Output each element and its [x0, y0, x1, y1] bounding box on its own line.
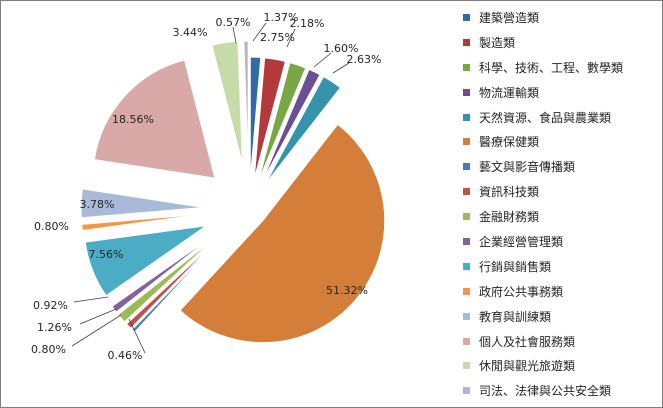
- legend-item-15: 休閒與觀光旅遊類: [463, 353, 659, 378]
- leader-line-7: [128, 318, 146, 354]
- legend-label-4: 物流運輸類: [479, 85, 540, 100]
- leader-line-16: [232, 26, 237, 44]
- legend-label-1: 建築營造類: [479, 10, 540, 25]
- slice-14: [93, 59, 216, 179]
- data-label-15: 3.44%: [173, 26, 208, 39]
- legend-swatch-15: [463, 362, 470, 370]
- legend-swatch-9: [463, 213, 470, 221]
- data-label-7: 0.46%: [108, 349, 143, 362]
- legend-item-3: 科學、技術、工程、數學類: [463, 55, 659, 80]
- slice-6: [179, 123, 386, 344]
- slice-12: [81, 213, 204, 232]
- data-label-16: 0.57%: [216, 16, 251, 29]
- slice-15: [211, 41, 243, 164]
- data-label-6: 51.32%: [326, 284, 368, 297]
- legend-label-14: 個人及社會服務類: [479, 334, 576, 349]
- legend-swatch-1: [463, 13, 470, 21]
- data-label-11: 7.56%: [89, 248, 124, 261]
- slice-10: [111, 236, 213, 313]
- slice-5: [264, 75, 342, 185]
- leader-line-5: [332, 62, 350, 74]
- legend-swatch-6: [463, 138, 470, 146]
- leader-line-3: [286, 28, 296, 48]
- leader-line-4: [313, 52, 332, 68]
- slice-11: [84, 225, 207, 297]
- data-label-2: 2.75%: [260, 31, 295, 44]
- legend-label-8: 資訊科技類: [479, 185, 540, 200]
- legend-swatch-10: [463, 237, 470, 245]
- slice-1: [249, 56, 262, 180]
- legend-swatch-3: [463, 63, 470, 71]
- slice-16: [243, 40, 249, 164]
- data-label-8: 0.80%: [31, 343, 66, 356]
- legend: 建築營造類製造類科學、技術、工程、數學類 物流運輸類天然資源、食品與農業類 醫療保健…: [463, 5, 659, 403]
- data-label-9: 1.26%: [37, 321, 72, 334]
- legend-item-11: 行銷與銷售類: [463, 254, 659, 279]
- legend-label-13: 教育與訓練類: [479, 309, 552, 324]
- data-label-4: 1.60%: [324, 42, 359, 55]
- legend-item-14: 個人及社會服務類: [463, 329, 659, 354]
- legend-label-16: 司法、法律與公共安全類: [479, 384, 612, 399]
- legend-label-7: 藝文與影音傳播類: [479, 160, 576, 175]
- leader-line-8: [71, 314, 122, 347]
- legend-label-11: 行銷與銷售類: [479, 259, 552, 274]
- legend-swatch-8: [463, 188, 470, 196]
- legend-item-13: 教育與訓練類: [463, 304, 659, 329]
- data-label-1: 1.37%: [264, 11, 299, 24]
- legend-item-4: 物流運輸類: [463, 80, 659, 105]
- data-label-13: 3.78%: [80, 198, 115, 211]
- legend-label-2: 製造類: [479, 35, 516, 50]
- legend-swatch-16: [463, 387, 470, 395]
- legend-item-8: 資訊科技類: [463, 179, 659, 204]
- legend-label-9: 金融財務類: [479, 210, 540, 225]
- leader-line-10: [73, 296, 109, 303]
- legend-item-12: 政府公共事務類: [463, 279, 659, 304]
- legend-label-10: 企業經營管理類: [479, 234, 564, 249]
- legend-swatch-13: [463, 312, 470, 320]
- legend-swatch-11: [463, 262, 470, 270]
- legend-item-7: 藝文與影音傳播類: [463, 154, 659, 179]
- leader-line-9: [79, 308, 117, 325]
- legend-item-5: 天然資源、食品與農業類: [463, 105, 659, 130]
- legend-label-5: 天然資源、食品與農業類: [479, 110, 612, 125]
- legend-swatch-12: [463, 287, 470, 295]
- legend-swatch-7: [463, 163, 470, 171]
- legend-item-16: 司法、法律與公共安全類: [463, 378, 659, 403]
- leader-line-1: [252, 22, 267, 42]
- legend-label-3: 科學、技術、工程、數學類: [479, 60, 624, 75]
- data-label-3: 2.18%: [290, 17, 325, 30]
- legend-item-6: 醫療保健類: [463, 129, 659, 154]
- legend-item-1: 建築營造類: [463, 5, 659, 30]
- data-label-5: 2.63%: [347, 53, 382, 66]
- legend-swatch-5: [463, 113, 470, 121]
- data-label-10: 0.92%: [33, 299, 68, 312]
- legend-item-9: 金融財務類: [463, 204, 659, 229]
- slice-8: [125, 240, 217, 330]
- slice-13: [80, 188, 204, 219]
- slice-2: [253, 57, 286, 180]
- data-label-14: 18.56%: [112, 113, 154, 126]
- legend-label-15: 休閒與觀光旅遊類: [479, 359, 576, 374]
- legend-item-2: 製造類: [463, 30, 659, 55]
- legend-label-6: 醫療保健類: [479, 135, 540, 150]
- slice-4: [261, 68, 321, 183]
- legend-label-12: 政府公共事務類: [479, 284, 564, 299]
- legend-swatch-14: [463, 337, 470, 345]
- slice-9: [117, 238, 215, 323]
- legend-swatch-4: [463, 88, 470, 96]
- slice-3: [258, 62, 307, 181]
- legend-swatch-2: [463, 38, 470, 46]
- data-label-12: 0.80%: [34, 220, 69, 233]
- pie-chart: 1.37% 2.75%2.18% 1.60%2.63% 51.32% 0.46% 0.80…: [31, 11, 386, 362]
- legend-item-10: 企業經營管理類: [463, 229, 659, 254]
- slice-7: [131, 242, 218, 333]
